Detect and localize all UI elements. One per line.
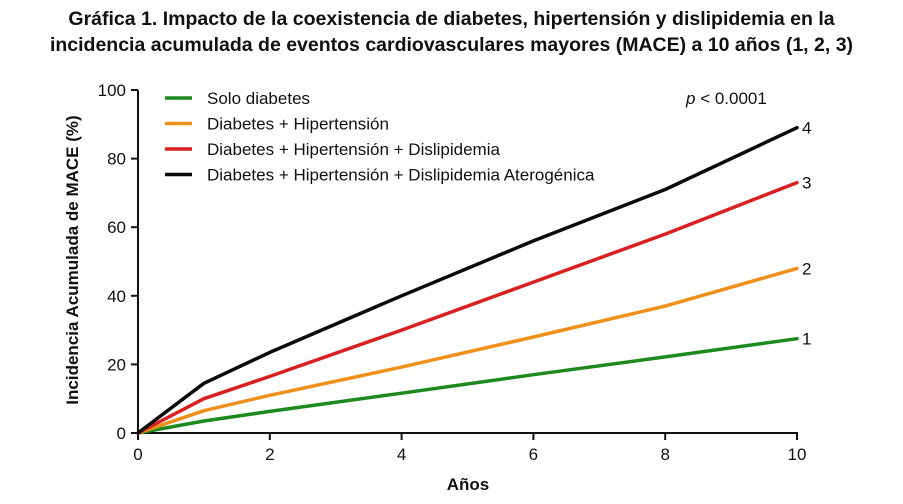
legend-label: Diabetes + Hipertensión	[207, 115, 389, 134]
legend-label: Diabetes + Hipertensión + Dislipidemia	[207, 140, 500, 159]
x-axis-ticks: 0 2 4 6 8 10	[133, 433, 806, 464]
x-tick-label: 8	[660, 445, 669, 464]
legend-label: Solo diabetes	[207, 89, 310, 108]
x-tick-label: 10	[788, 445, 807, 464]
chart-title-line-1: Gráfica 1. Impacto de la coexistencia de…	[68, 8, 835, 30]
x-tick-label: 6	[529, 445, 538, 464]
y-tick-label: 0	[117, 424, 126, 443]
y-axis-label: Incidencia Acumulada de MACE (%)	[63, 115, 82, 404]
x-tick-label: 4	[397, 445, 406, 464]
series-end-label: 2	[802, 259, 811, 278]
series-end-label: 1	[802, 330, 811, 349]
chart-title: Gráfica 1. Impacto de la coexistencia de…	[0, 6, 903, 58]
x-tick-label: 0	[133, 445, 142, 464]
p-value-annotation: p < 0.0001	[685, 89, 767, 108]
axes	[137, 90, 798, 434]
series-end-label: 3	[802, 174, 811, 193]
series-end-label: 4	[802, 119, 811, 138]
series-lines	[136, 125, 799, 435]
series-line	[136, 180, 799, 435]
y-tick-label: 100	[98, 81, 126, 100]
y-tick-label: 60	[107, 218, 126, 237]
y-axis-ticks: 0 20 40 60 80 100	[98, 81, 138, 443]
y-tick-label: 80	[107, 150, 126, 169]
chart-title-line-2: incidencia acumulada de eventos cardiova…	[49, 34, 854, 56]
legend-label: Diabetes + Hipertensión + Dislipidemia A…	[207, 166, 595, 185]
y-tick-label: 40	[107, 287, 126, 306]
series-end-labels: 1 2 3 4	[802, 119, 811, 349]
x-axis-label: Años	[447, 475, 490, 494]
series-line	[136, 336, 799, 435]
series-line	[136, 266, 799, 435]
series-line	[136, 125, 799, 435]
legend: Solo diabetes Diabetes + Hipertensión Diab…	[165, 89, 595, 185]
x-tick-label: 2	[265, 445, 274, 464]
y-tick-label: 20	[107, 355, 126, 374]
